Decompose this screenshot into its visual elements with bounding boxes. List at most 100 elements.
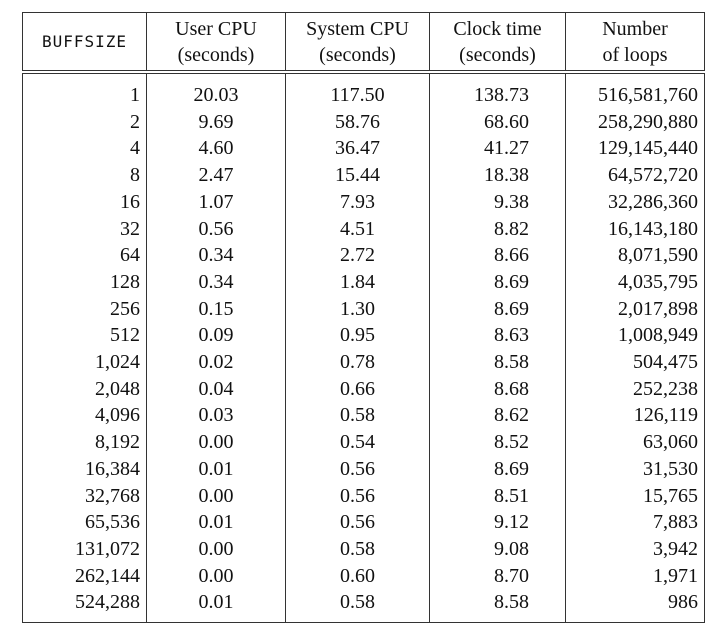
table-row: 8 2.47 15.44 18.38 64,572,720 bbox=[22, 162, 705, 189]
user-cpu-cell: 0.00 bbox=[146, 562, 286, 590]
header-clock-time-line2: (seconds) bbox=[459, 43, 536, 66]
user-cpu-cell: 0.02 bbox=[146, 349, 286, 376]
clock-time-cell: 18.38 bbox=[429, 162, 566, 189]
clock-time-cell: 9.38 bbox=[429, 188, 566, 216]
buffsize-cell: 256 bbox=[22, 295, 147, 323]
clock-time-cell: 41.27 bbox=[429, 135, 566, 163]
clock-time-cell: 8.52 bbox=[429, 429, 566, 456]
table-row: 32,768 0.00 0.56 8.51 15,765 bbox=[22, 482, 705, 510]
clock-time-cell: 8.69 bbox=[429, 268, 566, 296]
loops-cell: 516,581,760 bbox=[598, 84, 698, 106]
user-cpu-cell: 0.01 bbox=[146, 509, 286, 536]
header-clock-time: Clock time (seconds) bbox=[429, 12, 566, 72]
loops-cell: 3,942 bbox=[653, 537, 698, 560]
header-clock-time-line1: Clock time bbox=[453, 17, 542, 40]
clock-time-cell: 8.51 bbox=[429, 482, 566, 510]
buffsize-cell: 8,192 bbox=[22, 429, 147, 456]
table-header-row: BUFFSIZE User CPU (seconds) System CPU (… bbox=[22, 12, 705, 73]
table-row: 1 20.03 117.50 138.73 516,581,760 bbox=[22, 72, 705, 109]
table-row: 16 1.07 7.93 9.38 32,286,360 bbox=[22, 188, 705, 216]
loops-cell: 15,765 bbox=[643, 484, 698, 507]
table-row: 32 0.56 4.51 8.82 16,143,180 bbox=[22, 215, 705, 243]
user-cpu-cell: 0.34 bbox=[146, 242, 286, 269]
table-body: 1 20.03 117.50 138.73 516,581,760 2 9.69 58.76 6… bbox=[22, 72, 705, 623]
clock-time-cell: 8.66 bbox=[429, 242, 566, 269]
buffsize-cell: 4,096 bbox=[22, 402, 147, 430]
loops-cell: 1,971 bbox=[653, 564, 698, 587]
user-cpu-cell: 2.47 bbox=[146, 162, 286, 189]
buffsize-cell: 2 bbox=[22, 108, 147, 136]
system-cpu-cell: 0.56 bbox=[285, 455, 430, 483]
header-buffsize-label: BUFFSIZE bbox=[41, 31, 128, 51]
clock-time-cell: 8.69 bbox=[429, 295, 566, 323]
loops-cell: 4,035,795 bbox=[618, 270, 698, 293]
clock-time-cell: 8.82 bbox=[429, 215, 566, 243]
user-cpu-cell: 0.09 bbox=[146, 322, 286, 350]
system-cpu-cell: 0.66 bbox=[285, 375, 430, 403]
buffsize-cell: 128 bbox=[22, 268, 147, 296]
loops-cell: 32,286,360 bbox=[608, 190, 698, 213]
user-cpu-cell: 0.56 bbox=[146, 215, 286, 243]
system-cpu-cell: 0.58 bbox=[285, 402, 430, 430]
header-system-cpu: System CPU (seconds) bbox=[285, 12, 430, 72]
system-cpu-cell: 1.84 bbox=[285, 268, 430, 296]
loops-cell: 129,145,440 bbox=[598, 137, 698, 160]
loops-cell: 31,530 bbox=[643, 457, 698, 480]
buffsize-cell: 512 bbox=[22, 322, 147, 350]
table-row: 4 4.60 36.47 41.27 129,145,440 bbox=[22, 135, 705, 163]
table-row: 8,192 0.00 0.54 8.52 63,060 bbox=[22, 429, 705, 456]
loops-cell: 126,119 bbox=[633, 404, 698, 427]
clock-time-cell: 8.69 bbox=[429, 455, 566, 483]
header-buffsize: BUFFSIZE bbox=[22, 12, 147, 72]
header-number-of-loops: Number of loops bbox=[566, 13, 705, 73]
header-number-of-loops-line2: of loops bbox=[602, 43, 668, 66]
system-cpu-cell: 0.78 bbox=[285, 349, 430, 376]
system-cpu-cell: 58.76 bbox=[285, 108, 430, 136]
system-cpu-cell: 117.50 bbox=[285, 72, 430, 109]
buffsize-cell: 32 bbox=[22, 215, 147, 243]
user-cpu-cell: 0.01 bbox=[146, 455, 286, 483]
user-cpu-cell: 0.00 bbox=[146, 429, 286, 456]
header-user-cpu: User CPU (seconds) bbox=[146, 12, 286, 72]
buffsize-timing-table: BUFFSIZE User CPU (seconds) System CPU (… bbox=[22, 12, 705, 623]
table-row: 131,072 0.00 0.58 9.08 3,942 bbox=[22, 535, 705, 563]
system-cpu-cell: 0.56 bbox=[285, 509, 430, 536]
system-cpu-cell: 7.93 bbox=[285, 188, 430, 216]
buffsize-cell: 16,384 bbox=[22, 455, 147, 483]
clock-time-cell: 138.73 bbox=[429, 72, 566, 109]
user-cpu-cell: 0.00 bbox=[146, 535, 286, 563]
table-row: 65,536 0.01 0.56 9.12 7,883 bbox=[22, 509, 705, 536]
loops-cell: 258,290,880 bbox=[598, 110, 698, 133]
header-user-cpu-line2: (seconds) bbox=[177, 43, 255, 66]
table-row: 256 0.15 1.30 8.69 2,017,898 bbox=[22, 295, 705, 323]
system-cpu-cell: 4.51 bbox=[285, 215, 430, 243]
clock-time-cell: 8.58 bbox=[429, 349, 566, 376]
system-cpu-cell: 0.56 bbox=[285, 482, 430, 510]
loops-cell: 7,883 bbox=[653, 511, 698, 534]
buffsize-cell: 1,024 bbox=[22, 349, 147, 376]
user-cpu-cell: 1.07 bbox=[146, 188, 286, 216]
header-system-cpu-line1: System CPU bbox=[306, 17, 409, 40]
user-cpu-cell: 0.01 bbox=[146, 589, 286, 623]
user-cpu-cell: 0.15 bbox=[146, 295, 286, 323]
buffsize-cell: 32,768 bbox=[22, 482, 147, 510]
table-row: 524,288 0.01 0.58 8.58 986 bbox=[22, 589, 705, 623]
user-cpu-cell: 0.00 bbox=[146, 482, 286, 510]
loops-cell: 1,008,949 bbox=[618, 324, 698, 347]
buffsize-cell: 16 bbox=[22, 188, 147, 216]
clock-time-cell: 8.63 bbox=[429, 322, 566, 350]
loops-cell: 64,572,720 bbox=[608, 164, 698, 187]
clock-time-cell: 8.58 bbox=[429, 589, 566, 623]
clock-time-cell: 9.08 bbox=[429, 535, 566, 563]
loops-cell: 16,143,180 bbox=[608, 217, 698, 240]
system-cpu-cell: 1.30 bbox=[285, 295, 430, 323]
buffsize-cell: 524,288 bbox=[22, 589, 147, 623]
system-cpu-cell: 0.60 bbox=[285, 562, 430, 590]
clock-time-cell: 68.60 bbox=[429, 108, 566, 136]
user-cpu-cell: 0.34 bbox=[146, 268, 286, 296]
buffsize-cell: 2,048 bbox=[22, 375, 147, 403]
buffsize-cell: 131,072 bbox=[22, 535, 147, 563]
buffsize-cell: 64 bbox=[22, 242, 147, 269]
loops-cell: 504,475 bbox=[633, 351, 698, 374]
buffsize-cell: 4 bbox=[22, 135, 147, 163]
